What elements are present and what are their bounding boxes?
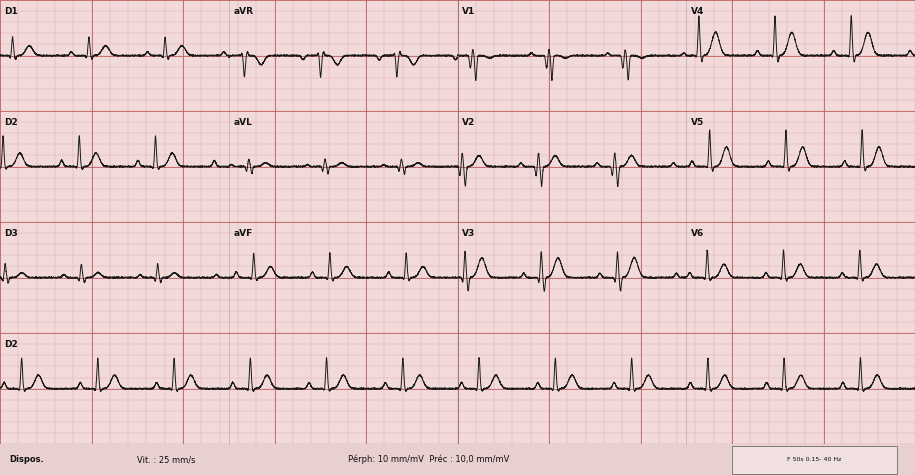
- Text: V1: V1: [462, 7, 475, 16]
- Text: Pérph: 10 mm/mV  Préc : 10,0 mm/mV: Pérph: 10 mm/mV Préc : 10,0 mm/mV: [348, 455, 509, 465]
- Text: Vit. : 25 mm/s: Vit. : 25 mm/s: [137, 455, 196, 464]
- Text: aVF: aVF: [233, 229, 253, 238]
- Bar: [732, 446, 897, 474]
- Text: Dispos.: Dispos.: [9, 455, 44, 464]
- Text: D1: D1: [5, 7, 18, 16]
- Text: aVL: aVL: [233, 118, 253, 127]
- Text: F 50s 0.15- 40 Hz: F 50s 0.15- 40 Hz: [787, 457, 842, 462]
- Text: V4: V4: [691, 7, 705, 16]
- Text: D2: D2: [5, 118, 18, 127]
- Text: V3: V3: [462, 229, 475, 238]
- Text: V6: V6: [691, 229, 704, 238]
- Text: aVR: aVR: [233, 7, 253, 16]
- Text: D2: D2: [5, 340, 18, 349]
- Text: V5: V5: [691, 118, 704, 127]
- Bar: [0, 444, 915, 475]
- Text: D3: D3: [5, 229, 18, 238]
- Text: V2: V2: [462, 118, 475, 127]
